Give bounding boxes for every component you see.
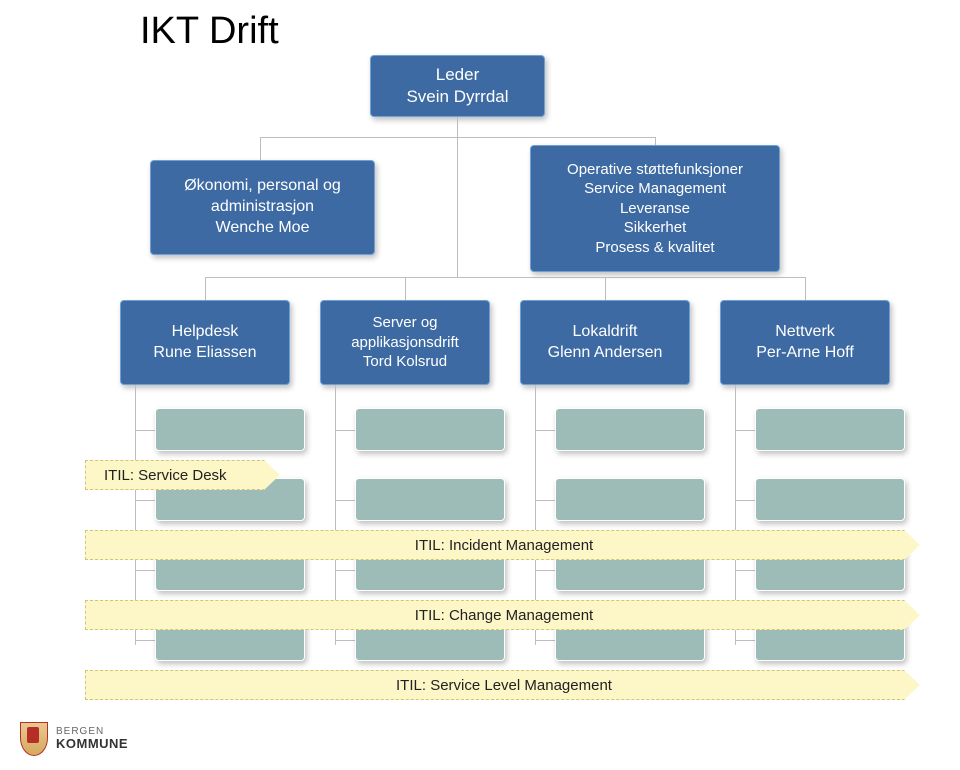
side-left-l2: administrasjon bbox=[211, 197, 314, 218]
conn bbox=[205, 277, 805, 278]
conn bbox=[535, 500, 555, 501]
dept-box: Lokaldrift Glenn Andersen bbox=[520, 300, 690, 385]
dept-l3: Tord Kolsrud bbox=[363, 352, 447, 372]
side-right-box: Operative støttefunksjoner Service Manag… bbox=[530, 145, 780, 272]
ribbon-wrap: ITIL: Service Level Management bbox=[85, 670, 920, 700]
side-left-l1: Økonomi, personal og bbox=[184, 176, 341, 197]
conn bbox=[535, 570, 555, 571]
ribbon-label: ITIL: Change Management bbox=[86, 607, 904, 624]
dept-l1: Nettverk bbox=[775, 322, 835, 343]
leader-line2: Svein Dyrrdal bbox=[406, 86, 508, 108]
side-right-l4: Sikkerhet bbox=[624, 218, 687, 238]
itil-ribbon: ITIL: Service Level Management bbox=[85, 670, 905, 700]
dept-box: Helpdesk Rune Eliassen bbox=[120, 300, 290, 385]
itil-ribbon: ITIL: Incident Management bbox=[85, 530, 905, 560]
leader-line1: Leder bbox=[436, 64, 479, 86]
conn bbox=[735, 640, 755, 641]
ribbon-label: ITIL: Incident Management bbox=[86, 537, 904, 554]
conn bbox=[335, 570, 355, 571]
conn bbox=[457, 117, 458, 137]
dept-l1: Helpdesk bbox=[172, 322, 239, 343]
dept-l1: Server og bbox=[372, 313, 437, 333]
conn bbox=[135, 500, 155, 501]
page-title: IKT Drift bbox=[140, 10, 930, 53]
logo-text: BERGEN KOMMUNE bbox=[56, 727, 128, 751]
dept-l1: Lokaldrift bbox=[573, 322, 638, 343]
conn bbox=[805, 277, 806, 300]
dept-box: Nettverk Per-Arne Hoff bbox=[720, 300, 890, 385]
conn bbox=[335, 430, 355, 431]
dept-l2: Per-Arne Hoff bbox=[756, 343, 854, 364]
conn bbox=[735, 570, 755, 571]
conn bbox=[605, 277, 606, 300]
dept-l2: Glenn Andersen bbox=[548, 343, 663, 364]
team-box bbox=[555, 408, 705, 451]
ribbon-label: ITIL: Service Level Management bbox=[86, 677, 904, 694]
conn bbox=[135, 430, 155, 431]
team-box bbox=[755, 408, 905, 451]
side-right-l5: Prosess & kvalitet bbox=[595, 238, 714, 258]
side-right-l3: Leveranse bbox=[620, 199, 690, 219]
conn bbox=[535, 640, 555, 641]
conn bbox=[735, 500, 755, 501]
conn bbox=[335, 500, 355, 501]
conn bbox=[535, 430, 555, 431]
conn bbox=[335, 640, 355, 641]
conn bbox=[405, 277, 406, 300]
conn bbox=[135, 640, 155, 641]
ribbon-label: ITIL: Service Desk bbox=[86, 467, 227, 484]
crest-icon bbox=[20, 722, 48, 756]
itil-ribbon: ITIL: Service Desk bbox=[85, 460, 265, 490]
conn bbox=[457, 137, 458, 277]
dept-box: Server og applikasjonsdrift Tord Kolsrud bbox=[320, 300, 490, 385]
conn bbox=[735, 430, 755, 431]
page-root: IKT Drift Leder Svein Dyrrdal Økonomi, p… bbox=[0, 0, 960, 770]
itil-ribbon: ITIL: Change Management bbox=[85, 600, 905, 630]
side-right-l2: Service Management bbox=[584, 179, 726, 199]
team-box bbox=[155, 408, 305, 451]
dept-l2: applikasjonsdrift bbox=[351, 333, 459, 353]
team-box bbox=[355, 408, 505, 451]
logo: BERGEN KOMMUNE bbox=[20, 722, 128, 756]
conn bbox=[260, 137, 261, 160]
ribbon-wrap: ITIL: Incident Management bbox=[85, 530, 920, 560]
side-left-l3: Wenche Moe bbox=[216, 218, 310, 239]
ribbon-wrap: ITIL: Service Desk bbox=[85, 460, 920, 490]
side-left-box: Økonomi, personal og administrasjon Wenc… bbox=[150, 160, 375, 255]
side-right-l1: Operative støttefunksjoner bbox=[567, 160, 743, 180]
leader-box: Leder Svein Dyrrdal bbox=[370, 55, 545, 117]
logo-bot: KOMMUNE bbox=[56, 737, 128, 751]
ribbon-wrap: ITIL: Change Management bbox=[85, 600, 920, 630]
conn bbox=[135, 570, 155, 571]
dept-l2: Rune Eliassen bbox=[153, 343, 256, 364]
conn bbox=[205, 277, 206, 300]
